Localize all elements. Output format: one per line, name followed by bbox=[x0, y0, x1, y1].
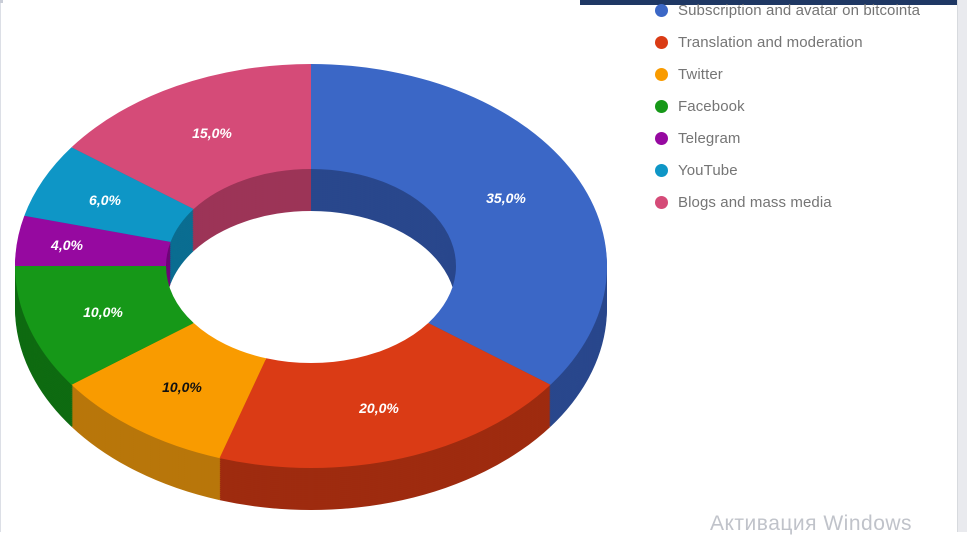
slice-label: 20,0% bbox=[358, 400, 399, 416]
legend-label: Twitter bbox=[678, 65, 723, 83]
slice-label: 4,0% bbox=[50, 237, 83, 253]
window-right-edge bbox=[957, 0, 967, 532]
pie-slice-telegram[interactable] bbox=[15, 215, 171, 266]
pie-slice-blogs-and-mass-media[interactable] bbox=[71, 64, 312, 209]
legend-dot bbox=[655, 3, 668, 17]
legend-dot bbox=[655, 67, 668, 81]
window-corner-chip bbox=[0, 0, 3, 3]
legend-dot bbox=[655, 131, 668, 145]
pie-slice-facebook[interactable] bbox=[15, 266, 194, 385]
legend-item-blogs[interactable]: Blogs and mass media bbox=[655, 186, 957, 218]
pie-slice-translation-and-moderati[interactable] bbox=[219, 323, 551, 468]
donut-chart: 35,0% 20,0% 10,0% 10,0% 4,0% 6,0% 15,0% bbox=[15, 64, 607, 510]
legend-item-translation[interactable]: Translation and moderation bbox=[655, 26, 957, 58]
legend-label: Subscription and avatar on bitcointa bbox=[678, 1, 921, 19]
slice-label: 15,0% bbox=[192, 125, 232, 141]
window-left-edge bbox=[0, 0, 1, 532]
legend-item-facebook[interactable]: Facebook bbox=[655, 90, 957, 122]
legend-label: YouTube bbox=[678, 161, 738, 179]
slice-label: 35,0% bbox=[486, 190, 526, 206]
legend-dot bbox=[655, 35, 668, 49]
chart-area: 35,0% 20,0% 10,0% 10,0% 4,0% 6,0% 15,0% bbox=[15, 64, 607, 510]
slice-label: 10,0% bbox=[162, 379, 202, 395]
pie-slice-twitter[interactable] bbox=[71, 323, 267, 459]
pie-slice-youtube[interactable] bbox=[24, 147, 194, 242]
legend-dot bbox=[655, 163, 668, 177]
legend-label: Blogs and mass media bbox=[678, 193, 832, 211]
legend-item-subscription[interactable]: Subscription and avatar on bitcointa bbox=[655, 0, 957, 26]
legend-dot bbox=[655, 99, 668, 113]
legend-item-telegram[interactable]: Telegram bbox=[655, 122, 957, 154]
slice-label: 6,0% bbox=[89, 192, 121, 208]
windows-activation-watermark: Активация Windows bbox=[710, 512, 913, 535]
slice-label: 10,0% bbox=[83, 304, 123, 320]
legend-dot bbox=[655, 195, 668, 209]
legend-item-twitter[interactable]: Twitter bbox=[655, 58, 957, 90]
legend-label: Telegram bbox=[678, 129, 741, 147]
legend-item-youtube[interactable]: YouTube bbox=[655, 154, 957, 186]
background-window-title-bar bbox=[580, 0, 967, 5]
legend-label: Translation and moderation bbox=[678, 33, 863, 51]
chart-legend: Subscription and avatar on bitcointa Tra… bbox=[655, 0, 957, 218]
legend-label: Facebook bbox=[678, 97, 745, 115]
pie-slice-subscription-and-avatar-[interactable] bbox=[311, 64, 607, 385]
